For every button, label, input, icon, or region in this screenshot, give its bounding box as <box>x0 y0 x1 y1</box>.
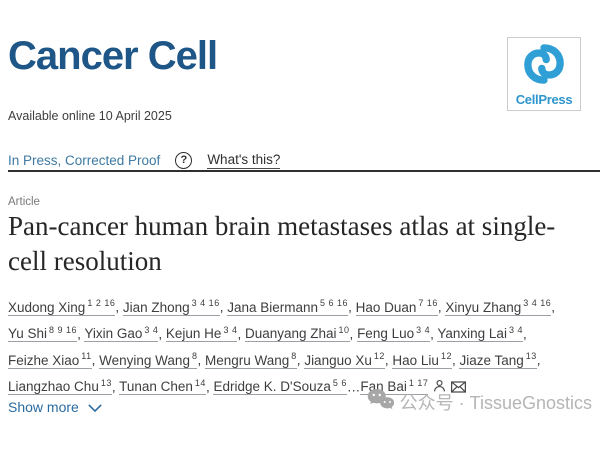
author-list: Xudong Xing 1 2 16, Jian Zhong 3 4 16, Jan… <box>8 298 556 395</box>
author-link[interactable]: Xudong Xing 1 2 16 <box>8 298 116 316</box>
help-question-icon[interactable]: ? <box>175 151 193 169</box>
watermark: 公众号 · TissueGnostics <box>367 388 592 416</box>
author-link[interactable]: Jian Zhong 3 4 16 <box>122 298 220 316</box>
journal-logo[interactable]: Cancer Cell <box>8 34 218 78</box>
article-title: Pan-cancer human brain metastases atlas … <box>8 211 556 276</box>
cellpress-logo[interactable]: CellPress <box>507 37 581 111</box>
author-profile-icon[interactable] <box>433 379 446 393</box>
author-link[interactable]: Jianguo Xu 12 <box>304 351 385 369</box>
show-more-button[interactable]: Show more <box>8 399 102 415</box>
cellpress-wordmark: CellPress <box>515 92 573 107</box>
wechat-icon <box>367 388 394 416</box>
question-glyph: ? <box>180 154 188 166</box>
available-online-date: Available online 10 April 2025 <box>8 109 172 123</box>
corresponding-author-affiliations: 1 17 <box>408 377 429 388</box>
article-type-label: Article <box>8 196 40 208</box>
author-link[interactable]: Feng Luo 3 4 <box>357 324 431 342</box>
whats-this-link[interactable]: What's this? <box>207 151 281 169</box>
author-link[interactable]: Yu Shi 8 9 16 <box>8 324 78 342</box>
email-corresponding-author-icon[interactable] <box>451 381 467 393</box>
chevron-down-icon <box>88 399 102 415</box>
status-row: In Press, Corrected Proof ? What's this? <box>8 150 281 170</box>
author-link[interactable]: Yanxing Lai 3 4 <box>437 324 523 342</box>
author-link[interactable]: Kejun He 3 4 <box>165 324 238 342</box>
show-more-label: Show more <box>8 399 79 415</box>
author-link[interactable]: Wenying Wang 8 <box>99 351 198 369</box>
status-in-press[interactable]: In Press, Corrected Proof <box>8 152 161 168</box>
author-link[interactable]: Hao Liu 12 <box>392 351 452 369</box>
author-link[interactable]: Jiaze Tang 13 <box>459 351 537 369</box>
ellipsis: … <box>346 379 361 394</box>
divider <box>8 170 600 172</box>
author-link[interactable]: Duanyang Zhai 10 <box>244 324 350 342</box>
author-link[interactable]: Hao Duan 7 16 <box>355 298 438 316</box>
author-link[interactable]: Xinyu Zhang 3 4 16 <box>445 298 552 316</box>
author-link[interactable]: Edridge K. D'Souza 5 6 <box>213 377 347 395</box>
author-link[interactable]: Feizhe Xiao 11 <box>8 351 92 369</box>
author-link[interactable]: Jana Biermann 5 6 16 <box>227 298 349 316</box>
author-link[interactable]: Liangzhao Chu 13 <box>8 377 112 395</box>
author-link[interactable]: Mengru Wang 8 <box>204 351 297 369</box>
cellpress-swirl-icon <box>522 42 566 91</box>
author-link[interactable]: Tunan Chen 14 <box>119 377 206 395</box>
watermark-text: 公众号 · TissueGnostics <box>399 393 592 413</box>
author-action-icons <box>428 379 467 394</box>
author-link[interactable]: Yixin Gao 3 4 <box>84 324 159 342</box>
author-block: Xudong Xing 1 2 16, Jian Zhong 3 4 16, Jan… <box>8 292 592 398</box>
